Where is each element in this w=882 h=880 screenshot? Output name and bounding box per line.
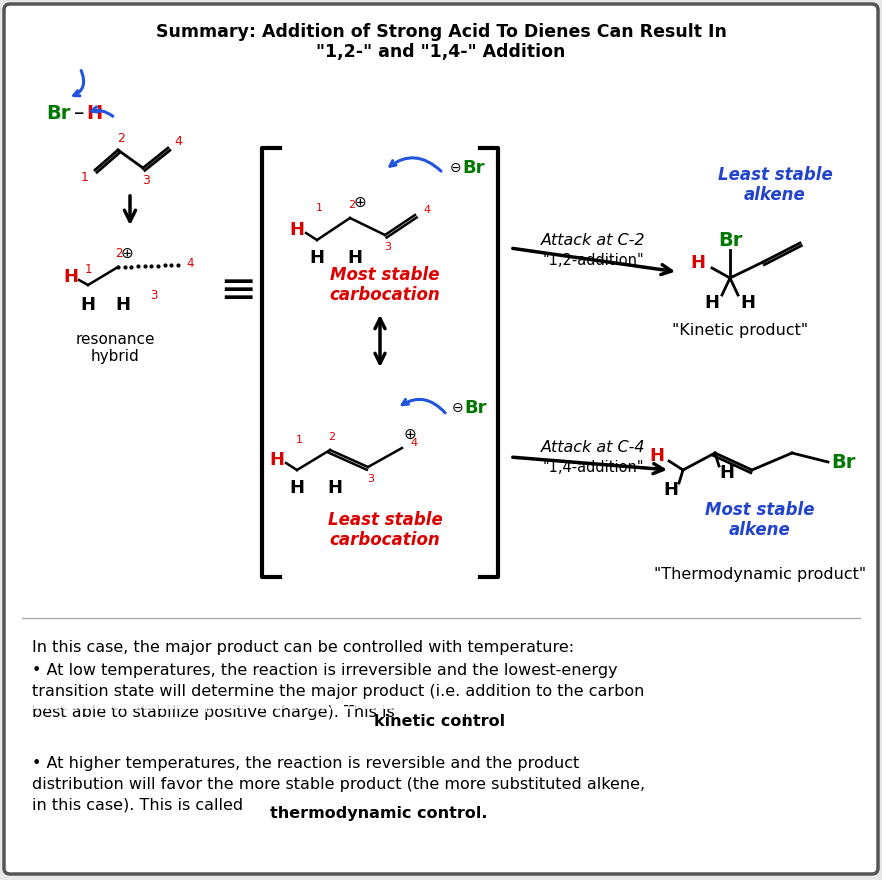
Text: ⊖: ⊖ — [452, 401, 464, 415]
Text: H: H — [270, 451, 285, 469]
Text: H: H — [720, 464, 735, 482]
Text: 2: 2 — [348, 200, 355, 210]
Text: Br: Br — [464, 399, 487, 417]
Text: ⊕: ⊕ — [404, 427, 416, 442]
Text: 4: 4 — [410, 438, 417, 448]
Text: H: H — [663, 481, 678, 499]
Text: H: H — [289, 221, 304, 239]
Text: 2: 2 — [328, 432, 335, 442]
Text: kinetic control: kinetic control — [374, 714, 505, 729]
Text: Br: Br — [46, 104, 71, 122]
Text: Br: Br — [462, 159, 484, 177]
Text: Attack at C-4: Attack at C-4 — [541, 441, 646, 456]
FancyBboxPatch shape — [4, 4, 878, 874]
Text: ⊖: ⊖ — [450, 161, 461, 175]
Text: H: H — [649, 447, 664, 465]
Text: 1: 1 — [295, 435, 303, 445]
Text: Least stable
carbocation: Least stable carbocation — [327, 510, 443, 549]
Text: 2: 2 — [116, 246, 123, 260]
Text: H: H — [289, 479, 304, 497]
Text: 4: 4 — [423, 205, 430, 215]
Text: • At low temperatures, the reaction is irreversible and the lowest-energy
transi: • At low temperatures, the reaction is i… — [32, 663, 645, 720]
Text: Br: Br — [718, 231, 742, 250]
Text: H: H — [80, 296, 95, 314]
Text: 1: 1 — [85, 262, 92, 275]
Text: "1,4-addition": "1,4-addition" — [542, 460, 644, 475]
Text: Least stable
alkene: Least stable alkene — [718, 165, 833, 204]
Text: 1: 1 — [81, 171, 89, 184]
Text: H: H — [116, 296, 131, 314]
Text: Summary: Addition of Strong Acid To Dienes Can Result In: Summary: Addition of Strong Acid To Dien… — [155, 23, 727, 41]
Text: "Kinetic product": "Kinetic product" — [672, 322, 808, 338]
Text: 3: 3 — [385, 242, 392, 252]
Text: 3: 3 — [150, 289, 158, 302]
Text: 4: 4 — [186, 256, 194, 269]
Text: ⊕: ⊕ — [354, 194, 366, 209]
Text: 3: 3 — [368, 474, 375, 484]
Text: H: H — [86, 104, 102, 122]
Text: In this case, the major product can be controlled with temperature:: In this case, the major product can be c… — [32, 640, 574, 655]
Text: 1: 1 — [316, 203, 323, 213]
Text: "Thermodynamic product": "Thermodynamic product" — [654, 568, 866, 583]
Text: H: H — [348, 249, 363, 267]
Text: Attack at C-2: Attack at C-2 — [541, 232, 646, 247]
Text: H: H — [741, 294, 756, 312]
Text: Most stable
alkene: Most stable alkene — [706, 501, 815, 539]
Text: l.: l. — [462, 714, 472, 729]
Text: –: – — [74, 103, 84, 123]
Text: thermodynamic control.: thermodynamic control. — [270, 806, 488, 821]
Text: "1,2-" and "1,4-" Addition: "1,2-" and "1,4-" Addition — [317, 43, 565, 61]
Text: H: H — [327, 479, 342, 497]
Text: ⊕: ⊕ — [121, 246, 133, 260]
Text: H: H — [705, 294, 720, 312]
Text: Br: Br — [831, 452, 856, 472]
Text: Most stable
carbocation: Most stable carbocation — [330, 266, 440, 304]
Text: H: H — [64, 268, 78, 286]
Text: 2: 2 — [117, 131, 125, 144]
Text: "1,2-addition": "1,2-addition" — [542, 253, 644, 268]
Text: 3: 3 — [142, 173, 150, 187]
Text: ≡: ≡ — [220, 268, 257, 312]
Text: • At higher temperatures, the reaction is reversible and the product
distributio: • At higher temperatures, the reaction i… — [32, 756, 645, 813]
Text: resonance
hybrid: resonance hybrid — [75, 332, 154, 364]
Text: H: H — [310, 249, 325, 267]
Text: 4: 4 — [174, 135, 182, 148]
Text: best able to stabilize positive charge). This is: best able to stabilize positive charge).… — [32, 697, 400, 712]
Text: H: H — [691, 254, 706, 272]
